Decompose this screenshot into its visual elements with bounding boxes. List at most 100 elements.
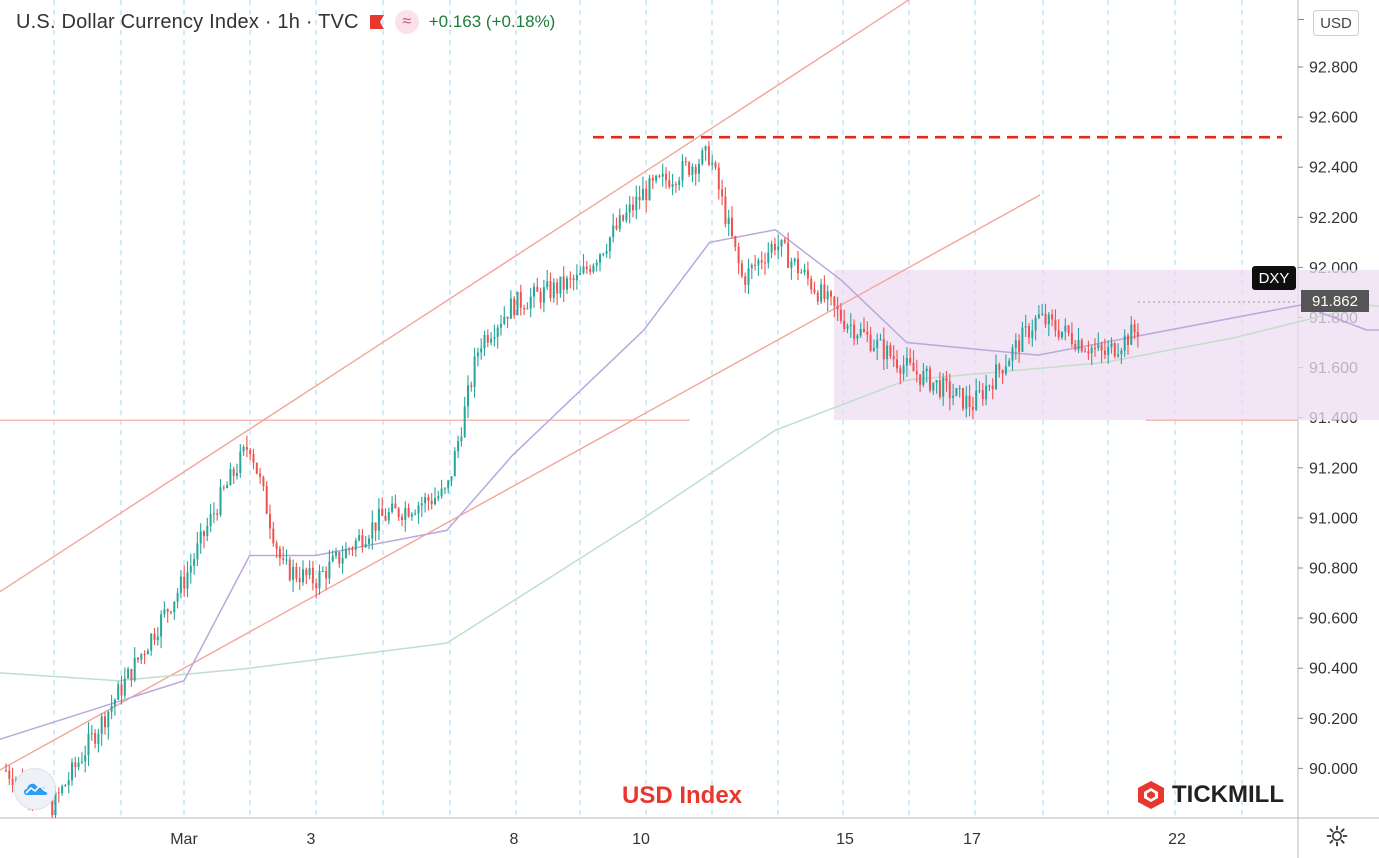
candle-body bbox=[1004, 366, 1007, 374]
candle-body bbox=[163, 609, 166, 615]
candle-body bbox=[486, 335, 489, 343]
candle-body bbox=[61, 786, 64, 793]
cloud-logo-button[interactable] bbox=[14, 768, 56, 810]
channel-lower-line bbox=[0, 194, 1041, 771]
candle-body bbox=[1021, 327, 1024, 352]
candle-body bbox=[133, 657, 136, 681]
candle-body bbox=[698, 164, 700, 174]
candle-body bbox=[490, 338, 493, 343]
candle-body bbox=[1064, 325, 1067, 332]
candle-body bbox=[430, 500, 433, 505]
candle-body bbox=[450, 476, 453, 481]
candle-body bbox=[170, 611, 172, 613]
candle-body bbox=[853, 324, 856, 339]
candle-body bbox=[645, 188, 648, 200]
candle-body bbox=[724, 196, 727, 224]
candle-body bbox=[562, 276, 565, 290]
candle-body bbox=[1100, 344, 1103, 351]
candle-body bbox=[625, 212, 628, 221]
candle-body bbox=[760, 260, 763, 263]
candle-body bbox=[57, 792, 60, 794]
candle-body bbox=[579, 273, 582, 275]
candle-body bbox=[302, 569, 304, 583]
candle-body bbox=[998, 364, 1001, 370]
y-tick-label: 90.200 bbox=[1309, 711, 1358, 728]
candle-body bbox=[473, 356, 476, 387]
candle-body bbox=[5, 770, 7, 772]
candle-body bbox=[1130, 324, 1133, 345]
candle-body bbox=[516, 291, 519, 316]
x-tick-label: 15 bbox=[836, 831, 854, 848]
candle-body bbox=[684, 161, 687, 163]
candle-body bbox=[546, 281, 549, 288]
symbol-title[interactable]: U.S. Dollar Currency Index · 1h · TVC bbox=[16, 10, 359, 33]
candle-body bbox=[341, 558, 344, 564]
candle-body bbox=[823, 284, 826, 300]
red-flag-icon[interactable] bbox=[369, 14, 385, 30]
candle-body bbox=[1061, 331, 1063, 338]
candle-body bbox=[1034, 317, 1037, 331]
candle-body bbox=[252, 454, 255, 463]
candle-body bbox=[117, 684, 120, 700]
candle-body bbox=[146, 650, 149, 655]
candle-body bbox=[374, 522, 377, 531]
indicator-icon[interactable]: ≈ bbox=[394, 10, 419, 34]
candle-body bbox=[232, 469, 235, 476]
candle-body bbox=[905, 357, 908, 366]
candle-body bbox=[1074, 344, 1077, 350]
candle-body bbox=[8, 770, 11, 779]
y-tick-label: 90.600 bbox=[1309, 611, 1358, 628]
candle-body bbox=[166, 609, 169, 612]
candle-body bbox=[1008, 360, 1011, 367]
candle-body bbox=[750, 264, 753, 269]
candle-body bbox=[67, 780, 70, 786]
candle-body bbox=[321, 571, 324, 572]
candle-body bbox=[100, 716, 103, 734]
candle-body bbox=[130, 669, 133, 681]
candle-body bbox=[54, 792, 57, 816]
candle-body bbox=[1014, 340, 1017, 348]
candle-body bbox=[1136, 332, 1139, 336]
candle-body bbox=[229, 469, 232, 486]
candle-body bbox=[127, 669, 130, 679]
symbol-badge: DXY bbox=[1252, 266, 1296, 290]
candle-body bbox=[1047, 314, 1050, 325]
candle-body bbox=[968, 395, 971, 407]
candle-body bbox=[483, 335, 486, 349]
candle-body bbox=[731, 217, 733, 237]
candle-body bbox=[97, 733, 100, 744]
candle-body bbox=[325, 571, 328, 579]
currency-badge[interactable]: USD bbox=[1313, 10, 1359, 36]
gear-icon[interactable] bbox=[1326, 825, 1348, 847]
candle-body bbox=[1077, 340, 1080, 350]
candle-body bbox=[1090, 347, 1093, 354]
candle-body bbox=[77, 762, 80, 768]
candle-body bbox=[331, 555, 334, 562]
candle-body bbox=[800, 272, 803, 274]
candle-body bbox=[1041, 313, 1044, 315]
candle-body bbox=[945, 377, 948, 382]
candle-body bbox=[259, 473, 262, 477]
candle-body bbox=[407, 507, 410, 517]
candle-body bbox=[150, 634, 153, 651]
candle-body bbox=[427, 497, 430, 501]
candle-body bbox=[71, 762, 73, 781]
candle-body bbox=[589, 269, 592, 272]
candle-body bbox=[747, 268, 750, 285]
candle-body bbox=[896, 359, 898, 369]
candle-body bbox=[87, 733, 90, 756]
brand-logo: TICKMILL bbox=[1136, 780, 1284, 810]
candle-body bbox=[744, 276, 747, 285]
candle-body bbox=[641, 188, 644, 201]
candle-body bbox=[661, 173, 664, 177]
x-tick-label: 17 bbox=[963, 831, 981, 848]
candle-body bbox=[209, 514, 212, 526]
candle-body bbox=[344, 548, 347, 559]
candle-body bbox=[780, 239, 783, 247]
candle-body bbox=[599, 254, 601, 263]
candle-body bbox=[846, 325, 849, 329]
candle-body bbox=[120, 684, 123, 696]
candle-body bbox=[295, 567, 298, 579]
candle-body bbox=[711, 162, 714, 165]
